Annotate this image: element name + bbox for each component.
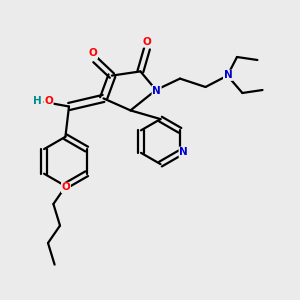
Text: O: O: [44, 96, 53, 106]
Text: H: H: [32, 96, 41, 106]
Text: N: N: [179, 147, 188, 157]
Text: O: O: [88, 48, 98, 59]
Text: O: O: [61, 182, 70, 193]
Text: O: O: [142, 37, 152, 47]
Text: N: N: [152, 85, 161, 96]
Text: N: N: [224, 70, 232, 80]
